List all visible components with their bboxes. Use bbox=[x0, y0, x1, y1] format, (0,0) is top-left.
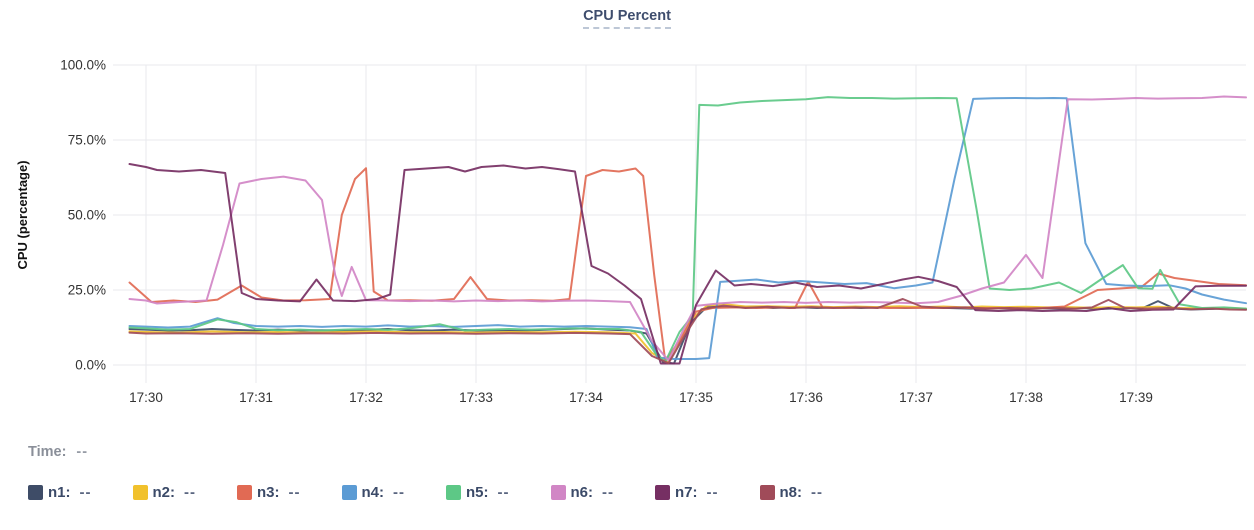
chart-canvas[interactable]: 0.0% 25.0% 50.0% 75.0% 100.0% 17:30 17:31 17:32… bbox=[0, 0, 1254, 460]
legend-item-value: -- bbox=[811, 484, 823, 501]
legend-item-label: n2: bbox=[152, 484, 176, 501]
x-tick-label: 17:37 bbox=[899, 390, 933, 405]
legend-item-label: n7: bbox=[675, 484, 698, 501]
series-line-n5 bbox=[128, 96, 1247, 363]
legend-item-value: -- bbox=[184, 484, 196, 501]
legend-item-n6[interactable]: n6: -- bbox=[550, 484, 615, 501]
legend-item-n7[interactable]: n7: -- bbox=[655, 484, 719, 501]
legend-item-n1[interactable]: n1: -- bbox=[28, 484, 92, 501]
legend: n1: -- n2: -- n3: -- n4: -- n5: -- n6: -… bbox=[28, 484, 864, 501]
x-tick-label: 17:38 bbox=[1009, 390, 1043, 405]
legend-swatch-n8 bbox=[759, 485, 775, 500]
legend-item-label: n4: bbox=[361, 484, 385, 501]
y-tick-label: 25.0% bbox=[68, 283, 106, 298]
legend-item-label: n3: bbox=[257, 484, 280, 501]
x-tick-label: 17:32 bbox=[349, 390, 383, 405]
legend-item-value: -- bbox=[706, 484, 719, 501]
series-line-n7 bbox=[128, 163, 1247, 365]
y-axis-title: CPU (percentage) bbox=[15, 160, 30, 269]
series-line-n8 bbox=[128, 298, 1247, 365]
x-tick-label: 17:34 bbox=[569, 390, 603, 405]
y-tick-label: 50.0% bbox=[68, 208, 106, 223]
legend-swatch-n6 bbox=[550, 485, 566, 500]
y-tick-label: 0.0% bbox=[75, 358, 106, 373]
legend-item-n4[interactable]: n4: -- bbox=[341, 484, 406, 501]
legend-item-label: n8: bbox=[779, 484, 803, 501]
chart-title[interactable]: CPU Percent bbox=[583, 8, 671, 29]
legend-item-n5[interactable]: n5: -- bbox=[446, 484, 510, 501]
legend-item-n8[interactable]: n8: -- bbox=[759, 484, 824, 501]
legend-item-label: n5: bbox=[466, 484, 489, 501]
legend-swatch-n4 bbox=[341, 485, 357, 500]
series-line-n4 bbox=[128, 97, 1247, 360]
x-tick-label: 17:36 bbox=[789, 390, 823, 405]
x-tick-label: 17:31 bbox=[239, 390, 273, 405]
x-tick-label: 17:30 bbox=[129, 390, 163, 405]
legend-swatch-n5 bbox=[446, 485, 461, 500]
legend-item-label: n1: bbox=[48, 484, 71, 501]
legend-swatch-n3 bbox=[237, 485, 252, 500]
legend-item-label: n6: bbox=[570, 484, 594, 501]
y-tick-label: 75.0% bbox=[68, 133, 106, 148]
x-tick-label: 17:33 bbox=[459, 390, 493, 405]
legend-item-value: -- bbox=[602, 484, 614, 501]
legend-swatch-n2 bbox=[132, 485, 148, 500]
chart-title-row: CPU Percent bbox=[0, 7, 1254, 29]
time-readout: Time: -- bbox=[28, 444, 88, 460]
y-tick-label: 100.0% bbox=[60, 58, 106, 73]
legend-item-value: -- bbox=[288, 484, 301, 501]
legend-item-value: -- bbox=[393, 484, 405, 501]
time-label: Time: bbox=[28, 444, 67, 460]
legend-item-value: -- bbox=[497, 484, 510, 501]
legend-swatch-n1 bbox=[28, 485, 43, 500]
x-tick-label: 17:39 bbox=[1119, 390, 1153, 405]
legend-item-value: -- bbox=[79, 484, 92, 501]
legend-item-n2[interactable]: n2: -- bbox=[132, 484, 197, 501]
x-tick-label: 17:35 bbox=[679, 390, 713, 405]
series-line-n6 bbox=[128, 95, 1247, 362]
time-value: -- bbox=[76, 444, 89, 460]
legend-swatch-n7 bbox=[655, 485, 670, 500]
legend-item-n3[interactable]: n3: -- bbox=[237, 484, 301, 501]
